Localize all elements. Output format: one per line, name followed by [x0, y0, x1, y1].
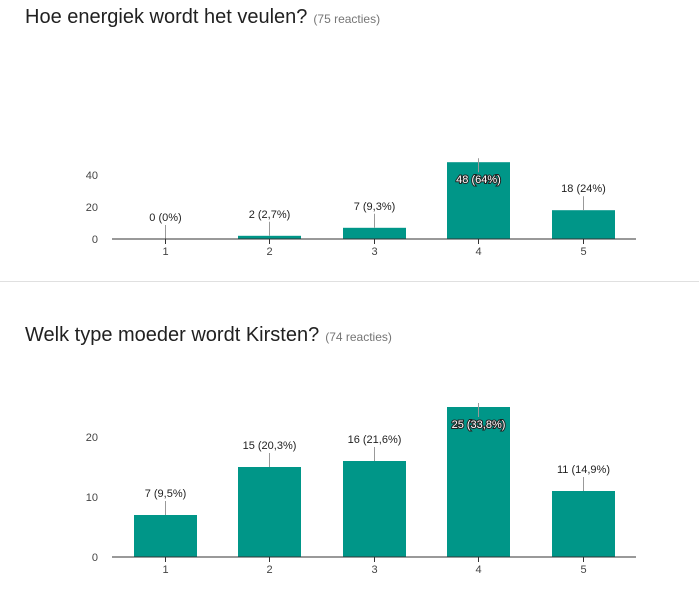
data-label: 16 (21,6%) [348, 434, 402, 446]
data-label: 11 (14,9%) [557, 464, 610, 476]
bar [343, 227, 406, 239]
x-tick-label: 1 [162, 564, 168, 576]
question-title: Hoe energiek wordt het veulen? [25, 6, 308, 28]
data-label: 18 (24%) [561, 183, 606, 195]
x-tick-label: 5 [580, 246, 586, 258]
bar [447, 407, 510, 557]
x-tick-label: 1 [162, 246, 168, 258]
data-label: 7 (9,3%) [354, 201, 396, 213]
x-tick-label: 5 [580, 564, 586, 576]
x-tick-label: 4 [475, 246, 481, 258]
data-label: 48 (64%) [456, 174, 501, 186]
data-label: 25 (33,8%) [452, 419, 506, 431]
y-tick-label: 10 [86, 492, 98, 504]
x-tick-label: 2 [266, 564, 272, 576]
data-label: 0 (0%) [149, 212, 181, 224]
x-tick-label: 2 [266, 246, 272, 258]
response-count: (75 reacties) [313, 12, 381, 26]
x-tick-label: 3 [371, 246, 377, 258]
bar [552, 210, 615, 239]
bar [343, 461, 406, 557]
data-label: 15 (20,3%) [243, 440, 297, 452]
bar [238, 235, 301, 239]
bar [134, 515, 197, 557]
bar [238, 467, 301, 557]
y-tick-label: 20 [86, 432, 98, 444]
x-tick-label: 3 [371, 564, 377, 576]
question-title: Welk type moeder wordt Kirsten? [25, 324, 320, 346]
x-tick-label: 4 [475, 564, 481, 576]
bar-chart-2: 0 10 20 7 (9,5%) 1 15 (20,3%) 2 16 (21,6%) 3 25 (… [86, 403, 636, 576]
y-tick-label: 0 [92, 552, 98, 564]
y-tick-label: 0 [92, 234, 98, 246]
section-divider [0, 281, 699, 282]
question-header: Welk type moeder wordt Kirsten? (74 react… [25, 324, 392, 347]
y-tick-label: 40 [86, 170, 98, 182]
response-count: (74 reacties) [325, 330, 392, 344]
question-header: Hoe energiek wordt het veulen? (75 reacti… [25, 6, 380, 29]
data-label: 2 (2,7%) [249, 209, 291, 221]
y-tick-label: 20 [86, 202, 98, 214]
bar-chart-1: 0 20 40 0 (0%) 1 2 (2,7%) 2 7 (9,3%) 3 48 (64%) 4 1… [86, 158, 636, 258]
bar [552, 491, 615, 557]
data-label: 7 (9,5%) [145, 488, 187, 500]
bar [447, 162, 510, 239]
